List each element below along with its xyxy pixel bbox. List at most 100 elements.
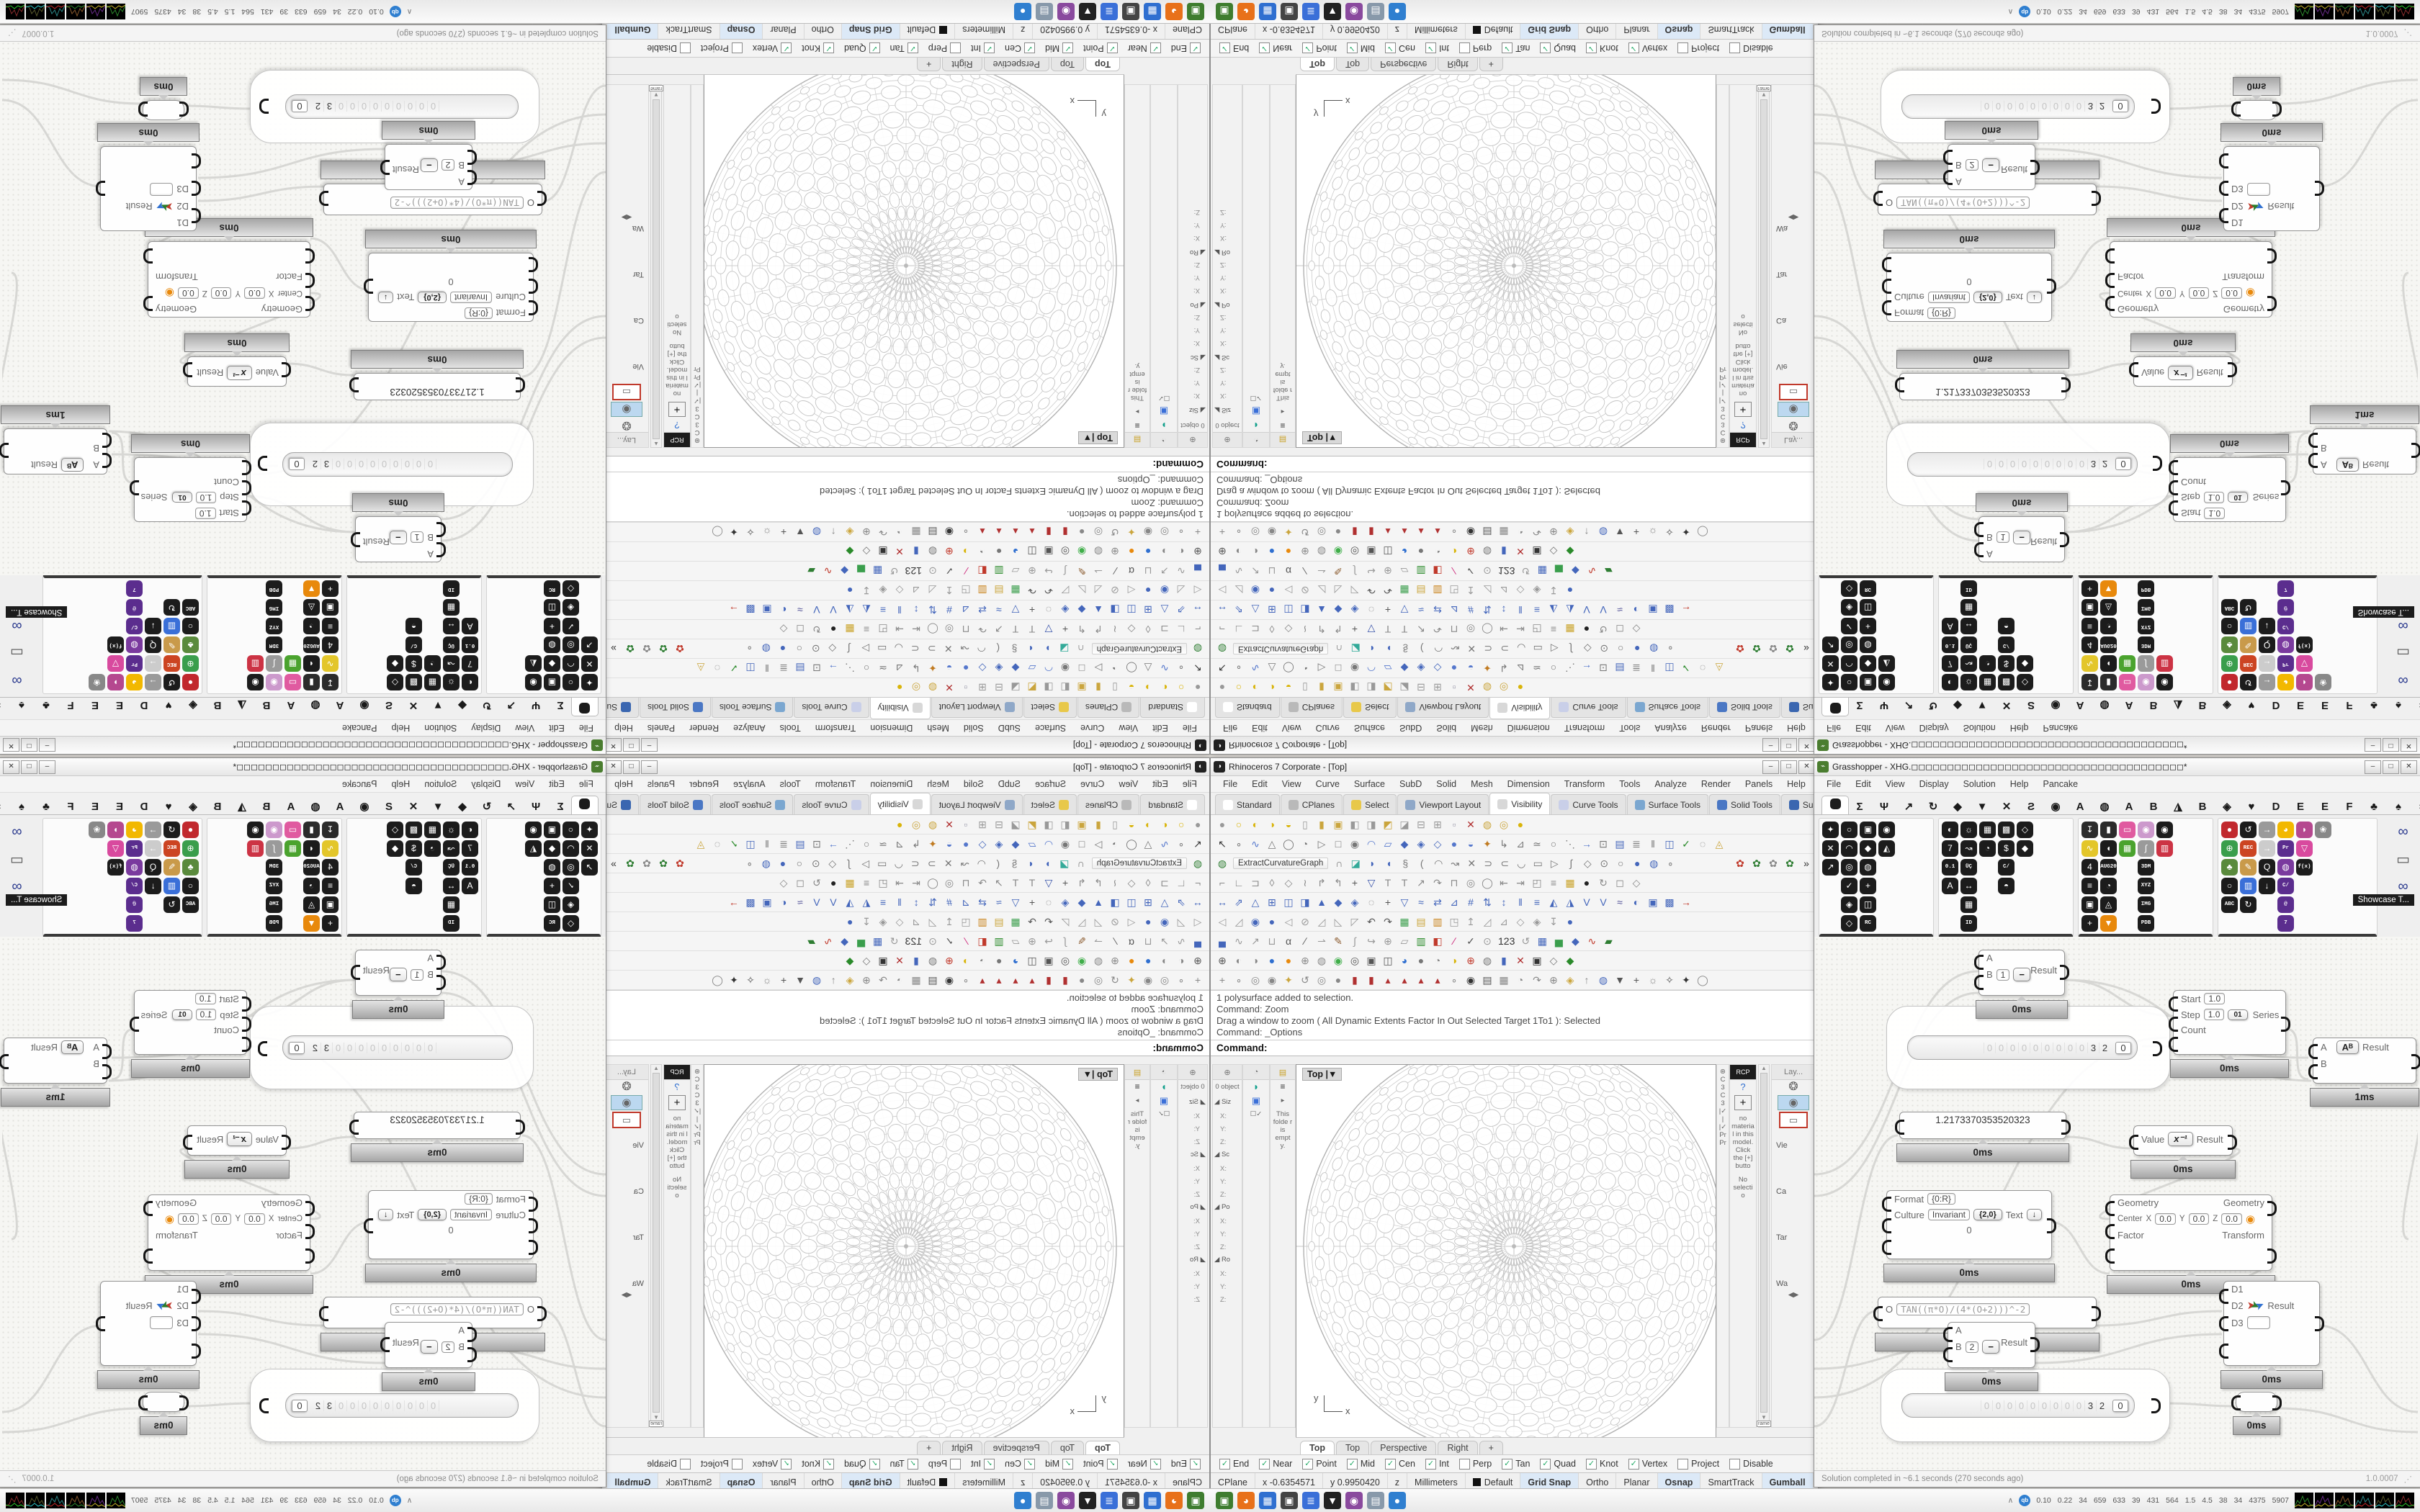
toolbar-icon[interactable]: ◎ <box>1160 974 1170 986</box>
toolbar-icon[interactable]: ◕ <box>1012 955 1019 966</box>
gh-component-icon[interactable] <box>1822 599 1839 616</box>
gh-component-icon[interactable]: ♣ <box>2221 859 2238 876</box>
gh-component-icon[interactable]: $ <box>1998 840 2015 857</box>
toolbar-icon[interactable]: ▷ <box>1550 858 1559 869</box>
slider-value[interactable]: 0 <box>2115 1041 2131 1054</box>
toolbar-icon[interactable]: ◆ <box>846 546 854 557</box>
toolbar-icon[interactable]: ⊐ <box>1251 624 1260 635</box>
toolbar-icon[interactable]: ◗ <box>1044 643 1051 654</box>
gh-component-icon[interactable]: C/ <box>1998 859 2015 876</box>
direction-component[interactable]: D1 D2 ➤➤➤ Result D3 0ms <box>2219 1281 2324 1389</box>
gh-component-icon[interactable]: AUG20 <box>2100 859 2117 876</box>
toolbar-icon[interactable]: ◑ <box>1451 955 1458 966</box>
slider-output-port-2[interactable] <box>259 1398 269 1413</box>
expression-code[interactable]: TAN((π*O)/(4*(O+2)))^-2 <box>1896 197 2030 209</box>
menu-item-edit[interactable]: Edit <box>1252 723 1268 733</box>
menu-item-edit[interactable]: Edit <box>1855 779 1871 789</box>
toolbar-icon[interactable]: ∕ <box>1304 935 1307 947</box>
menu-item-view[interactable]: View <box>1281 723 1301 733</box>
viewport-tab-top[interactable]: Top <box>1050 1441 1085 1454</box>
toolbar-icon[interactable]: ◊ <box>1145 624 1151 635</box>
gh-component-icon[interactable] <box>2296 580 2313 597</box>
menu-item-pancake[interactable]: Pancake <box>341 779 377 789</box>
slider-output-port-2[interactable] <box>2151 1398 2161 1413</box>
toolbar-icon[interactable]: ⊟ <box>995 819 1003 830</box>
gh-component-icon[interactable]: IMG <box>266 896 282 913</box>
taskbar-app-icon[interactable]: ▣ <box>1122 1492 1139 1509</box>
gh-component-icon[interactable]: Q <box>145 636 161 653</box>
toolbar-icon[interactable]: ◖ <box>1028 643 1034 654</box>
libraries-panel[interactable]: ▤ ≡ ▸ This folde r is empt y. <box>1270 1064 1296 1428</box>
toolbar-icon[interactable]: ✦ <box>928 662 937 674</box>
toolbar-icon[interactable]: ⊓ <box>1450 624 1458 635</box>
toolbar-icon[interactable]: ↥ <box>945 585 954 596</box>
toolbar-icon[interactable]: ▦ <box>1010 916 1021 927</box>
osnap-mid[interactable]: ✓ Mid <box>1346 42 1375 54</box>
gh-component-icon[interactable]: 0.1 <box>1942 636 1958 653</box>
close-button[interactable]: ✕ <box>2401 760 2417 774</box>
scroll-down-icon[interactable]: ▼ <box>1761 91 1767 98</box>
gh-component-icon[interactable]: 4 <box>2081 636 2098 653</box>
gh-category-tab[interactable]: ✕ <box>408 801 418 813</box>
minimize-button[interactable]: – <box>2365 738 2381 752</box>
toolbar-icon[interactable]: ✎ <box>1077 935 1086 947</box>
toolbar-icon[interactable]: ◉ <box>1250 916 1260 927</box>
toolbar-icon[interactable]: ≡ <box>1550 877 1557 888</box>
toolbar-icon[interactable]: ⊕ <box>862 974 871 986</box>
gh-component-icon[interactable] <box>1942 915 1958 932</box>
gh-component-icon[interactable]: ▣ <box>544 674 560 690</box>
menu-item-help[interactable]: Help <box>391 779 411 789</box>
toolbar-icon[interactable]: ✕ <box>1516 955 1525 966</box>
osnap-end[interactable]: ✓ End <box>1171 42 1201 54</box>
gh-category-tab[interactable]: ♣ <box>42 699 50 711</box>
gh-component-icon[interactable]: ▼ <box>2100 915 2117 932</box>
toolbar-icon[interactable]: ▥ <box>994 935 1004 947</box>
toolbar-icon[interactable]: ◁ <box>1284 916 1293 927</box>
toolbar-icon[interactable]: ≃ <box>879 838 887 850</box>
toolbar-icon[interactable]: ◍ <box>1649 858 1659 869</box>
osnap-near[interactable]: ✓ Near <box>1259 1458 1292 1470</box>
gh-component-icon[interactable]: → <box>145 840 161 857</box>
menu-item-curve[interactable]: Curve <box>1315 779 1340 789</box>
gh-component-icon[interactable]: C/ <box>405 636 422 653</box>
toolbar-icon[interactable]: ⊃ <box>927 858 936 869</box>
toolbar-icon[interactable]: ▦ <box>845 624 855 635</box>
menu-item-file[interactable]: File <box>1182 723 1197 733</box>
invert-component[interactable]: Value x⁻¹ Result 0ms <box>183 1125 291 1179</box>
osnap-end[interactable]: ✓ End <box>1219 1458 1249 1470</box>
gh-titlebar[interactable]: ⌁ Grasshopper - XHG.◻◻◻◻◻◻◻◻◻◻◻◻◻◻◻◻◻◻◻◻… <box>0 736 606 754</box>
maximize-button[interactable]: □ <box>1780 760 1797 774</box>
toolbar-icon[interactable]: ↧ <box>862 585 871 596</box>
gh-component-icon[interactable]: → <box>2259 655 2275 672</box>
toolbar-icon[interactable]: ⇄ <box>1433 896 1442 908</box>
toolbar-icon[interactable]: V <box>1583 604 1590 616</box>
toolbar-icon[interactable]: ▤ <box>1482 974 1492 986</box>
toolbar-icon[interactable]: ◒ <box>1128 819 1135 830</box>
toolbar-icon[interactable]: ↗ <box>1160 935 1169 947</box>
viewport-label[interactable]: Top |▼ <box>1077 1068 1118 1081</box>
minimize-button[interactable]: – <box>1762 738 1779 752</box>
toolbar-icon[interactable]: ↰ <box>1077 877 1086 888</box>
gh-component-icon[interactable]: ∫ <box>2138 840 2154 857</box>
toolbar-icon[interactable]: ⊕ <box>945 955 954 966</box>
toolbar-icon[interactable]: ◈ <box>879 585 887 596</box>
toolbar-icon[interactable]: ◪ <box>1059 858 1070 869</box>
toolbar-icon[interactable]: ✕ <box>944 643 953 654</box>
gh-component-icon[interactable] <box>107 599 124 616</box>
toolbar-icon[interactable]: ● <box>1144 916 1152 927</box>
osnap-end[interactable]: ✓ End <box>1171 1458 1201 1470</box>
gh-component-icon[interactable]: 3DM <box>266 859 282 876</box>
toolbar-icon[interactable]: ( <box>1420 643 1424 654</box>
taskbar-app-icon[interactable]: ▣ <box>1187 3 1204 20</box>
toolbar-icon[interactable]: ◇ <box>1433 662 1442 674</box>
toolbar-icon[interactable]: ▮ <box>1319 682 1325 693</box>
gh-component-icon[interactable]: ◆ <box>2017 655 2033 672</box>
toolbar-icon[interactable]: ∿ <box>1177 935 1186 947</box>
gh-component-icon[interactable]: ✦ <box>581 822 598 838</box>
taskbar-app-icon[interactable]: ≣ <box>1302 3 1319 20</box>
toolbar-tab-viewport-layout[interactable]: Viewport Layout <box>1397 794 1489 814</box>
gh-component-icon[interactable] <box>1878 618 1895 634</box>
